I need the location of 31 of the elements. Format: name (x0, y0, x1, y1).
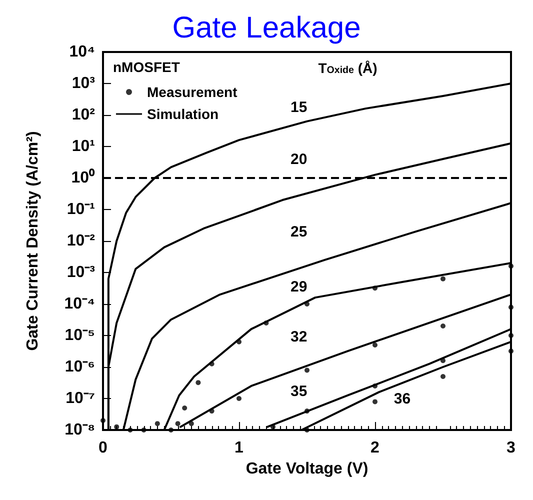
annotation: 15 (290, 99, 308, 116)
annotation: 25 (290, 224, 308, 241)
y-tick-label: 10⁻³ (66, 264, 95, 281)
y-tick-label: 10⁻⁸ (64, 422, 95, 438)
annotation: 36 (394, 390, 411, 408)
annotation: 29 (290, 278, 308, 296)
y-tick-label: 10⁻⁷ (66, 390, 95, 407)
y-tick-label: 10⁻⁵ (64, 327, 95, 344)
y-tick-label: 10¹ (72, 138, 95, 155)
y-tick-label: 10⁻⁴ (64, 296, 96, 312)
y-tick-label: 10⁰ (71, 168, 95, 186)
legend-label: Simulation (147, 106, 219, 122)
y-axis-title: Gate Current Density (A/cm²) (24, 131, 42, 351)
legend-title: nMOSFET (113, 59, 180, 75)
y-tick-label: 10⁻⁶ (64, 358, 95, 376)
annotation: TOxide (Å) (318, 60, 378, 76)
chart-title: Gate Leakage (172, 12, 361, 44)
legend-label: Measurement (147, 84, 238, 100)
x-tick-label: 3 (506, 440, 516, 456)
y-tick-label: 10⁴ (69, 44, 96, 60)
x-tick-label: 0 (98, 440, 108, 456)
annotation: 32 (290, 328, 308, 346)
x-tick-label: 2 (370, 440, 380, 456)
y-tick-label: 10² (72, 106, 95, 124)
annotation: 35 (290, 383, 308, 400)
x-tick-label: 1 (234, 440, 244, 456)
annotation: 20 (290, 151, 308, 168)
x-axis-title: Gate Voltage (V) (246, 460, 368, 478)
y-tick-label: 10⁻² (66, 232, 95, 250)
y-tick-label: 10³ (72, 75, 95, 92)
y-tick-label: 10⁻¹ (66, 201, 95, 218)
